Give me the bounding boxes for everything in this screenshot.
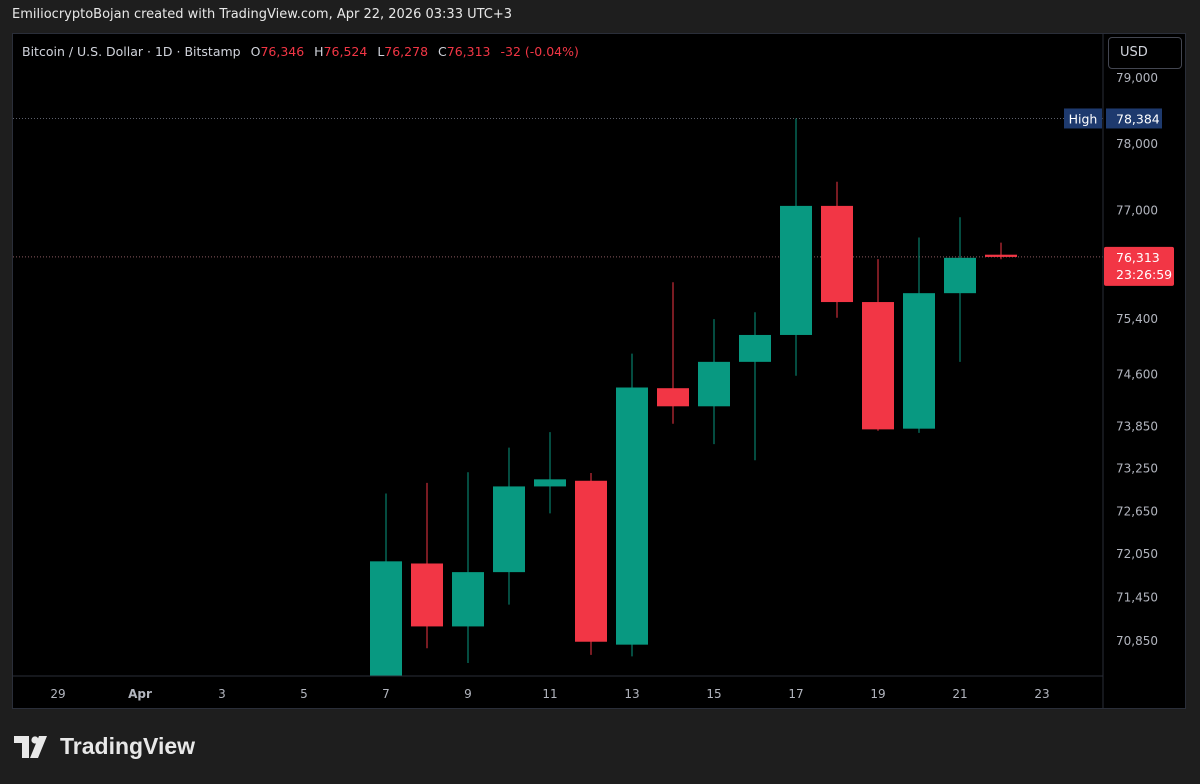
candle	[698, 319, 730, 445]
candle	[862, 259, 894, 431]
high-value: 76,524	[323, 44, 368, 59]
ohlc-legend: Bitcoin / U.S. Dollar · 1D · Bitstamp O7…	[22, 44, 579, 59]
price-tick-label: 72,650	[1116, 504, 1158, 518]
candle-body	[903, 293, 935, 429]
candle-body	[493, 486, 525, 573]
bar-countdown: 23:26:59	[1116, 267, 1172, 282]
close-value: 76,313	[446, 44, 491, 59]
candle-body	[780, 205, 812, 335]
time-tick-label: 13	[624, 687, 639, 701]
candle-body	[985, 254, 1017, 257]
time-tick-label: Apr	[128, 687, 152, 701]
candle	[657, 282, 689, 424]
open-value: 76,346	[260, 44, 305, 59]
candle-body	[452, 572, 484, 627]
candle-body	[698, 361, 730, 407]
candle	[821, 181, 853, 318]
price-tick-label: 79,000	[1116, 71, 1158, 85]
time-tick-label: 29	[50, 687, 65, 701]
symbol-title[interactable]: Bitcoin / U.S. Dollar · 1D · Bitstamp	[22, 44, 241, 59]
candle	[411, 482, 443, 649]
candle-body	[862, 302, 894, 430]
high-badge-label: High	[1069, 111, 1098, 126]
low-value: 76,278	[384, 44, 429, 59]
candle-body	[411, 563, 443, 627]
time-tick-label: 5	[300, 687, 308, 701]
price-tick-label: 77,000	[1116, 204, 1158, 218]
time-tick-label: 23	[1034, 687, 1049, 701]
price-tick-label: 74,600	[1116, 367, 1158, 381]
candle-body	[821, 205, 853, 303]
low-key: L	[377, 44, 385, 59]
candle	[903, 237, 935, 433]
candle	[452, 472, 484, 663]
last-price-badge-bg	[1104, 246, 1174, 286]
price-tick-label: 73,250	[1116, 462, 1158, 476]
high-badge-tag	[1064, 108, 1102, 129]
candle	[534, 432, 566, 514]
price-tick-label: 71,450	[1116, 590, 1158, 604]
candle-body	[575, 480, 607, 642]
time-tick-label: 21	[952, 687, 967, 701]
change-value: -32 (-0.04%)	[500, 44, 579, 59]
last-price-value: 76,313	[1116, 250, 1160, 265]
time-tick-label: 11	[542, 687, 557, 701]
high-badge-value: 78,384	[1116, 111, 1160, 126]
candle	[616, 353, 648, 657]
time-tick-label: 15	[706, 687, 721, 701]
candle	[944, 217, 976, 362]
tradingview-brand-name: TradingView	[60, 733, 196, 759]
candle	[493, 447, 525, 605]
candle-body	[657, 388, 689, 407]
price-tick-label: 73,850	[1116, 420, 1158, 434]
time-tick-label: 9	[464, 687, 472, 701]
time-tick-label: 7	[382, 687, 390, 701]
chart-attribution: EmiliocryptoBojan created with TradingVi…	[12, 7, 513, 22]
candle	[575, 472, 607, 655]
candle-body	[534, 479, 566, 487]
high-badge-value-bg	[1106, 108, 1162, 129]
candle-body	[370, 561, 402, 676]
price-tick-label: 78,000	[1116, 137, 1158, 151]
last-price-badge: 76,313 23:26:59	[1104, 246, 1174, 286]
candle	[370, 493, 402, 676]
candle-body	[739, 334, 771, 362]
high-badge: High 78,384	[1064, 108, 1162, 129]
time-tick-label: 3	[218, 687, 226, 701]
tradingview-logo-icon	[14, 735, 47, 758]
candle	[739, 312, 771, 461]
candle	[985, 242, 1017, 260]
tradingview-logo[interactable]: TradingView	[14, 733, 195, 760]
time-tick-label: 17	[788, 687, 803, 701]
close-key: C	[438, 44, 447, 59]
high-key: H	[314, 44, 324, 59]
currency-button[interactable]: USD	[1108, 37, 1182, 69]
candle-body	[616, 387, 648, 645]
time-tick-label: 19	[870, 687, 885, 701]
open-key: O	[250, 44, 261, 59]
price-tick-label: 75,400	[1116, 312, 1158, 326]
price-tick-label: 72,050	[1116, 547, 1158, 561]
price-tick-label: 70,850	[1116, 634, 1158, 648]
candle	[780, 118, 812, 376]
candle-body	[944, 257, 976, 294]
